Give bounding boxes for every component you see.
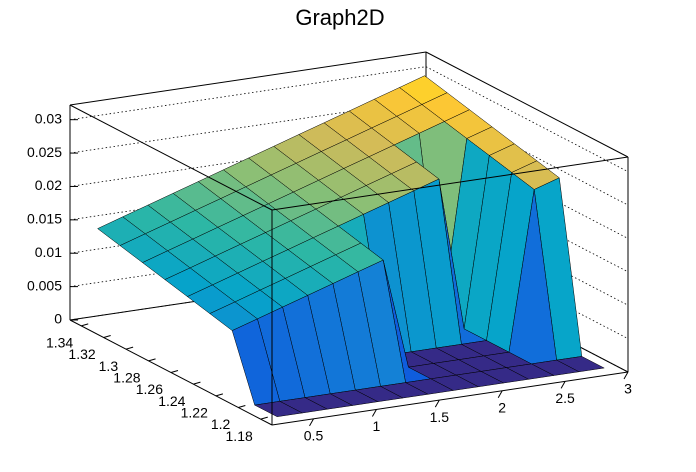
y-tick-label: 1.18	[226, 428, 253, 444]
z-tick-label: 0.025	[27, 144, 62, 160]
y-tick	[170, 370, 179, 373]
x-tick	[560, 381, 566, 389]
z-tick-label: 0.02	[35, 177, 62, 193]
y-tick-label: 1.34	[46, 335, 73, 351]
y-tick-label: 1.32	[68, 346, 95, 362]
x-tick-label: 2	[498, 399, 506, 415]
y-tick-label: 1.24	[158, 393, 185, 409]
box-edge	[69, 51, 427, 106]
x-tick-label: 2.5	[555, 390, 575, 406]
y-tick-label: 1.26	[136, 381, 163, 397]
chart-title: Graph2D	[295, 5, 384, 30]
x-tick	[309, 418, 314, 427]
z-tick-label: 0.01	[35, 244, 62, 260]
box-edge	[425, 51, 629, 158]
y-tick	[148, 358, 156, 362]
x-tick	[434, 399, 440, 408]
x-tick-label: 1	[373, 418, 381, 434]
y-tick-label: 1.28	[113, 370, 140, 386]
x-tick	[371, 409, 377, 417]
box-edge	[69, 104, 273, 211]
x-tick	[623, 371, 629, 380]
y-tick	[125, 346, 134, 350]
x-tick-label: 3	[624, 381, 632, 397]
z-tick-label: 0.015	[27, 211, 62, 227]
x-tick-label: 0.5	[304, 428, 324, 444]
y-tick	[103, 335, 111, 338]
y-tick	[215, 393, 224, 397]
surface-cell	[253, 401, 304, 417]
x-tick	[497, 390, 503, 398]
y-tick-label: 1.3	[99, 358, 119, 374]
z-tick-label: 0.005	[27, 277, 62, 293]
z-tick-label: 0	[54, 311, 62, 327]
y-tick-label: 1.2	[211, 416, 231, 432]
y-tick	[260, 416, 268, 420]
x-axis	[271, 371, 629, 426]
y-tick	[81, 323, 89, 327]
y-tick	[238, 405, 246, 408]
z-tick-label: 0.03	[35, 110, 62, 126]
y-tick-label: 1.22	[181, 405, 208, 421]
y-tick	[193, 381, 201, 385]
box-edge	[271, 156, 629, 211]
x-tick-label: 1.5	[430, 409, 450, 425]
